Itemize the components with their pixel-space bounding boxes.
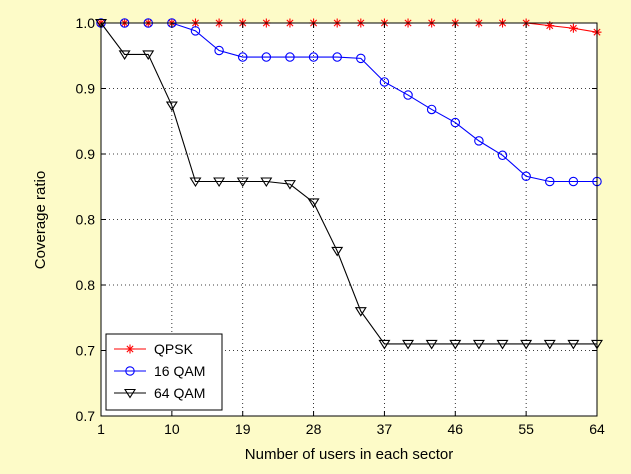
data-point-triangle: [331, 246, 344, 257]
data-point-circle: [332, 52, 342, 62]
data-point-circle: [190, 26, 201, 36]
x-tick-label: 19: [235, 421, 251, 437]
legend-box: [105, 333, 223, 411]
data-point-asterisk: [568, 23, 578, 33]
data-point-circle: [545, 176, 555, 187]
data-point-triangle: [378, 339, 391, 350]
data-point-circle: [125, 366, 135, 376]
y-axis-label: Coverage ratio: [32, 171, 49, 269]
legend: QPSK 16 QAM 64 QAM: [105, 333, 223, 411]
data-point-circle: [356, 53, 366, 64]
data-point-triangle: [449, 339, 462, 350]
data-point-circle: [285, 52, 295, 62]
data-point-triangle: [260, 177, 273, 188]
legend-label: 16 QAM: [154, 363, 205, 379]
data-point-triangle: [472, 339, 485, 350]
data-point-circle: [237, 52, 248, 62]
y-tick-label: 1.0: [76, 15, 96, 31]
legend-label: 64 QAM: [154, 385, 205, 401]
data-point-triangle: [496, 339, 509, 350]
x-tick-label: 64: [589, 421, 605, 437]
y-tick-label: 0.8: [76, 277, 96, 293]
data-point-triangle: [283, 180, 296, 190]
data-point-triangle: [124, 388, 136, 399]
x-axis-label: Number of users in each sector: [245, 446, 453, 463]
y-tick-label: 0.7: [76, 408, 96, 424]
series-64-qam: [95, 18, 603, 350]
data-point-triangle: [165, 101, 178, 112]
data-point-triangle: [520, 339, 533, 350]
y-tick-label: 0.9: [76, 146, 96, 162]
y-tick-label: 0.9: [76, 81, 96, 97]
y-axis: 0.7 0.7 0.8 0.8 0.9 0.9 1.0: [76, 15, 597, 424]
data-point-circle: [474, 136, 484, 146]
data-point-triangle: [189, 177, 202, 188]
data-point-triangle: [543, 339, 556, 350]
data-point-asterisk: [125, 344, 135, 354]
data-point-triangle: [402, 339, 415, 350]
data-point-circle: [261, 52, 272, 62]
data-point-triangle: [307, 198, 320, 209]
data-point-triangle: [354, 307, 367, 317]
data-point-circle: [568, 176, 579, 187]
data-point-circle: [426, 104, 437, 115]
data-point-triangle: [236, 177, 249, 188]
data-point-circle: [379, 77, 390, 87]
data-point-triangle: [142, 50, 155, 60]
data-point-circle: [497, 150, 508, 161]
y-tick-label: 0.7: [76, 343, 96, 359]
x-tick-label: 28: [306, 421, 322, 437]
x-tick-label: 10: [164, 421, 180, 437]
data-point-circle: [450, 117, 461, 128]
data-point-triangle: [425, 339, 438, 350]
series-line: [101, 22, 597, 183]
data-point-circle: [214, 45, 224, 56]
data-point-asterisk: [545, 21, 555, 31]
legend-item: QPSK: [114, 341, 194, 357]
legend-item: 64 QAM: [114, 385, 205, 401]
data-point-circle: [308, 52, 319, 62]
x-tick-label: 37: [377, 421, 393, 437]
y-tick-label: 0.8: [76, 212, 96, 228]
data-point-triangle: [118, 50, 131, 60]
legend-item: 16 QAM: [114, 363, 205, 379]
data-point-circle: [521, 171, 531, 182]
data-point-circle: [403, 90, 413, 100]
data-point-triangle: [567, 339, 580, 350]
x-tick-label: 46: [447, 421, 463, 437]
data-point-triangle: [213, 177, 226, 188]
series-line: [100, 22, 597, 345]
x-tick-label: 55: [518, 421, 534, 437]
x-axis: 1 10 19 28 37 46 55 64: [97, 23, 605, 437]
legend-label: QPSK: [154, 341, 194, 357]
x-tick-label: 1: [97, 421, 105, 437]
